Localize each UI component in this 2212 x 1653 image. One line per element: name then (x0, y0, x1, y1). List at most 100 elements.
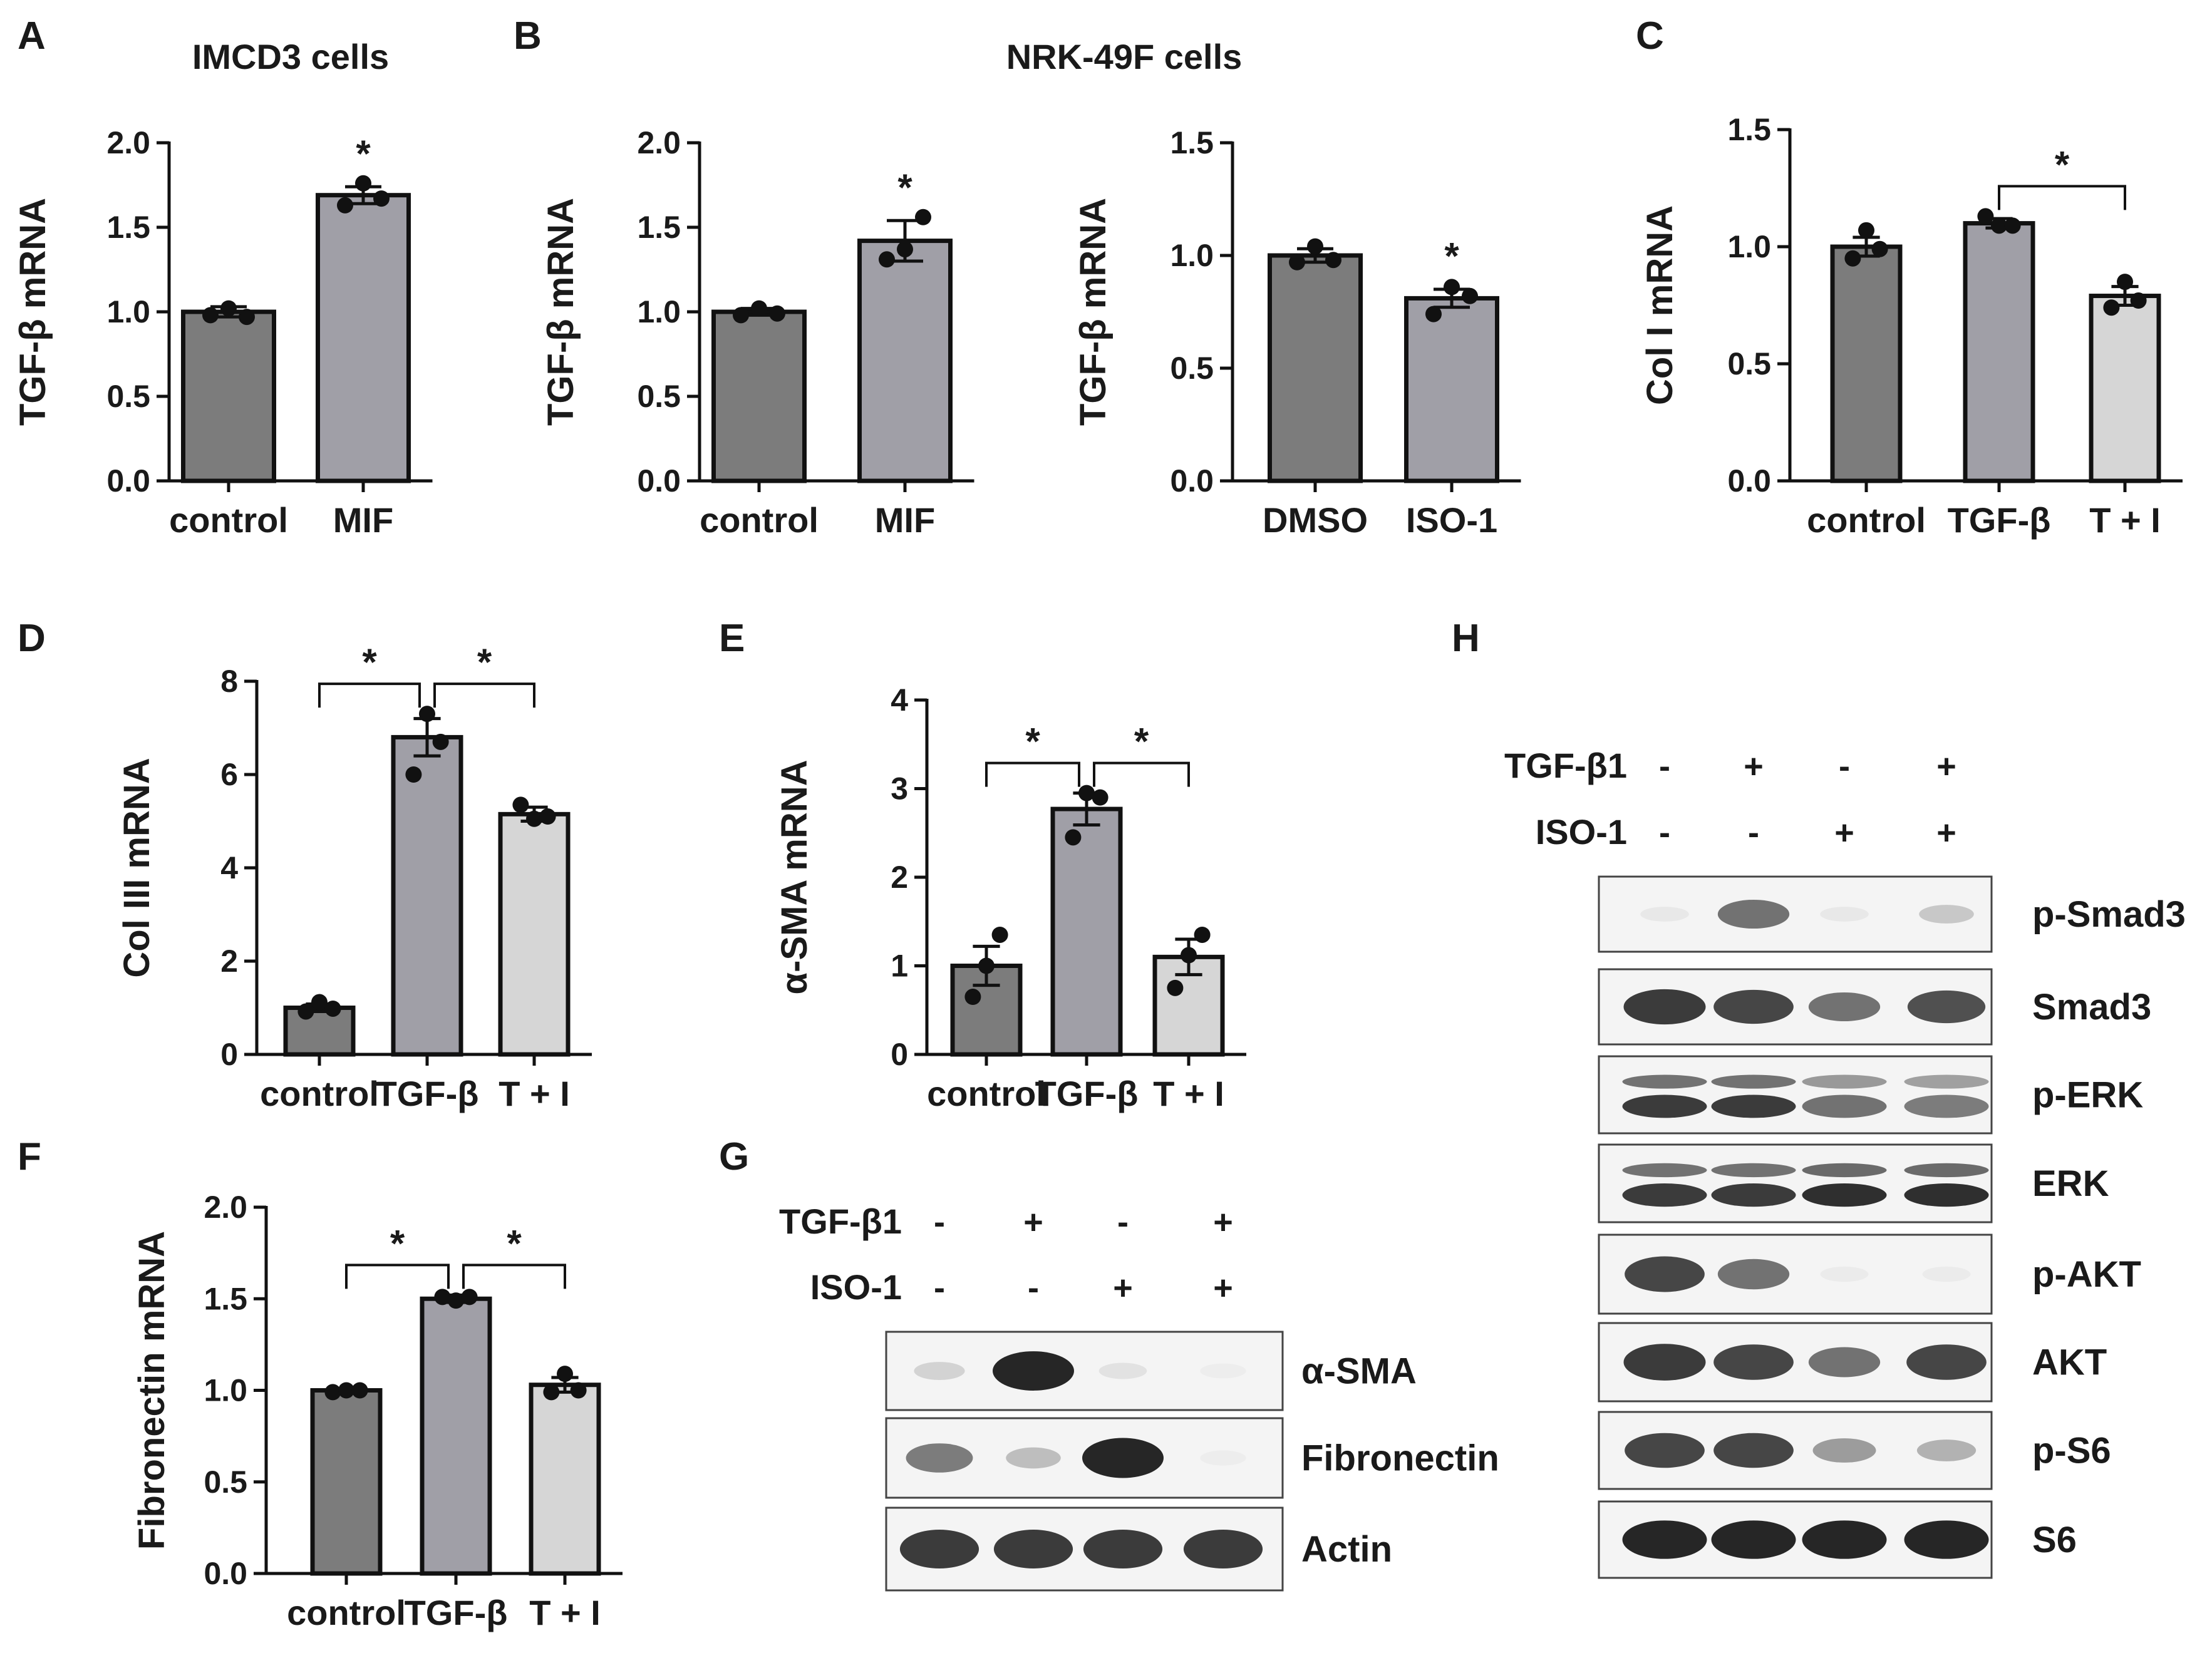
panel-letters: A B C D E H F G (18, 14, 1664, 1178)
blot-row-label: p-AKT (2032, 1254, 2141, 1295)
blot-band (1625, 1256, 1705, 1292)
y-tick-label: 0.0 (1727, 463, 1771, 498)
data-point (1844, 250, 1861, 267)
blot-band (1711, 1183, 1796, 1207)
y-tick-label: 0.0 (106, 463, 150, 498)
bar (283, 1006, 356, 1057)
bar (1404, 296, 1499, 483)
y-axis-label: α-SMA mRNA (774, 760, 815, 994)
data-point (2004, 217, 2021, 234)
blot-band (1625, 1433, 1705, 1468)
blot-row-label: p-Smad3 (2032, 894, 2186, 935)
significance-star: * (1444, 235, 1459, 277)
blot-strip (885, 1331, 1284, 1411)
panel-letter-d: D (18, 617, 46, 660)
bar (310, 1388, 383, 1576)
condition-sign: + (1936, 748, 1956, 785)
y-tick-label: 1.5 (1170, 125, 1214, 160)
condition-sign: + (1213, 1269, 1233, 1307)
y-tick-label: 1 (891, 949, 908, 984)
y-tick-label: 1.0 (204, 1373, 247, 1408)
blot-band (1640, 907, 1689, 922)
significance-star: * (897, 167, 912, 209)
blot-band (1183, 1530, 1263, 1568)
data-point (202, 307, 219, 324)
bar (1268, 253, 1363, 483)
data-point (978, 957, 995, 974)
data-point (1425, 306, 1442, 322)
chart-title: NRK-49F cells (1006, 37, 1243, 76)
blot-band (1622, 1183, 1707, 1207)
condition-label: TGF-β1 (1504, 746, 1627, 785)
x-tick-label: TGF-β (405, 1593, 508, 1632)
condition-sign: - (1839, 748, 1850, 785)
x-tick-label: MIF (333, 500, 393, 540)
y-tick-label: 1.5 (106, 210, 150, 245)
data-point (1977, 208, 1994, 225)
blot-band (1098, 1362, 1147, 1379)
data-point (324, 1000, 341, 1017)
condition-sign: + (1213, 1203, 1233, 1241)
data-point (733, 307, 749, 324)
data-point (1194, 926, 1211, 943)
blot-band (1802, 1163, 1887, 1178)
data-point (915, 209, 931, 225)
data-point (351, 1382, 368, 1399)
data-point (897, 241, 913, 258)
significance-bracket (318, 682, 421, 708)
data-point (461, 1289, 478, 1305)
blot-row-label: AKT (2032, 1342, 2107, 1383)
significance-star: * (1134, 721, 1149, 763)
data-point (751, 300, 767, 317)
x-tick-label: ISO-1 (1406, 500, 1497, 540)
blot-band (1622, 1094, 1707, 1118)
condition-label: ISO-1 (1536, 812, 1627, 852)
data-point (338, 1382, 354, 1399)
condition-sign: + (1744, 748, 1764, 785)
y-axis-label: TGF-β mRNA (1073, 198, 1114, 426)
data-point (879, 251, 895, 268)
x-tick-label: control (287, 1593, 406, 1632)
condition-label: ISO-1 (810, 1267, 902, 1307)
significance-star: * (507, 1222, 522, 1264)
y-axis-label: TGF-β mRNA (13, 198, 53, 426)
western-blot-h: TGF-β1- + - +ISO-1- - + +p-Smad3Smad3p-ERKERKp… (1504, 746, 2186, 1579)
y-tick-label: 1.0 (1727, 229, 1771, 264)
data-point (512, 796, 529, 813)
blot-band (1812, 1438, 1876, 1463)
blot-band (1711, 1163, 1796, 1178)
blot-band (1808, 1347, 1881, 1378)
x-tick-label: TGF-β (1035, 1074, 1139, 1113)
data-point (991, 926, 1008, 943)
blot-band (1082, 1438, 1164, 1478)
y-tick-label: 0 (220, 1037, 238, 1072)
data-point (434, 1289, 451, 1305)
chart-c: 0.0 0.5 1.0 1.5 Col I mRNA control TGF-β T + I * (1640, 112, 2183, 540)
y-tick-label: 2.0 (106, 125, 150, 160)
bar (711, 309, 807, 483)
data-point (526, 810, 542, 827)
significance-bracket (1093, 761, 1190, 787)
blot-band (1711, 1074, 1796, 1089)
y-tick-label: 2.0 (204, 1190, 247, 1225)
blot-band (1713, 989, 1794, 1024)
blot-band (1906, 1344, 1987, 1380)
blot-band (1623, 989, 1706, 1025)
x-tick-label: control (169, 500, 288, 540)
y-axis-label: TGF-β mRNA (540, 198, 581, 426)
blot-band (1916, 1439, 1977, 1461)
blot-band (1802, 1094, 1887, 1118)
data-point (239, 309, 255, 326)
blot-band (1904, 1094, 1989, 1118)
bar (181, 309, 276, 483)
y-tick-label: 2 (220, 944, 238, 979)
data-point (1181, 947, 1197, 964)
blot-band (1711, 1094, 1796, 1118)
bar (1963, 221, 2035, 483)
significance-star: * (477, 641, 492, 683)
panel-letter-e: E (719, 617, 745, 660)
y-tick-label: 1.0 (637, 294, 681, 329)
blot-band (1622, 1163, 1707, 1178)
